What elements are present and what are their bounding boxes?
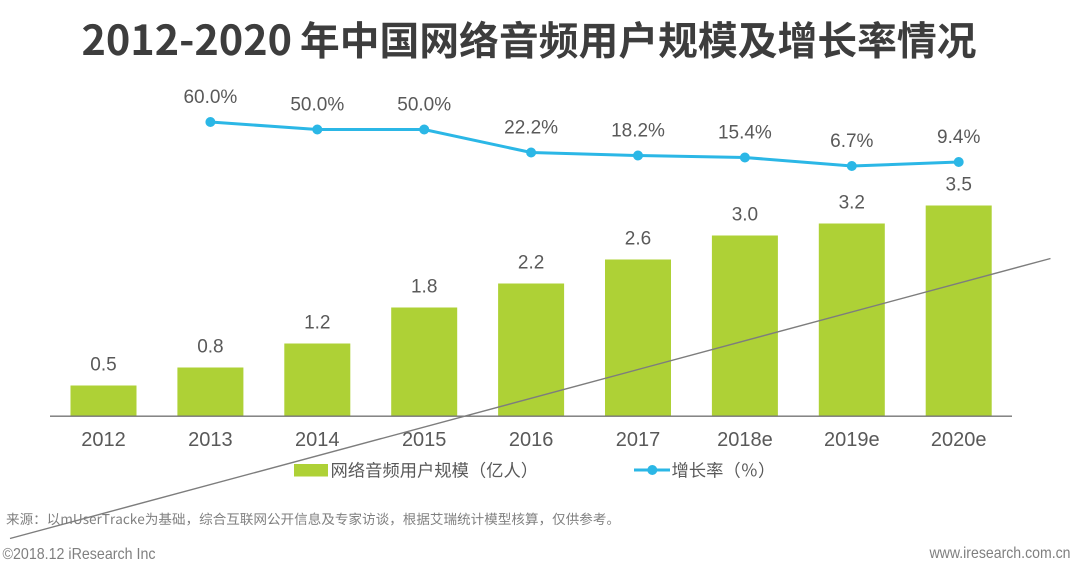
- svg-text:60.0%: 60.0%: [183, 87, 237, 108]
- svg-text:15.4%: 15.4%: [718, 123, 772, 144]
- svg-text:22.2%: 22.2%: [504, 118, 558, 139]
- svg-text:2015: 2015: [402, 429, 447, 451]
- svg-text:3.5: 3.5: [945, 175, 971, 196]
- svg-text:3.0: 3.0: [732, 205, 758, 226]
- svg-text:2013: 2013: [188, 429, 233, 451]
- svg-text:2.6: 2.6: [625, 229, 651, 250]
- svg-text:2019e: 2019e: [824, 429, 880, 451]
- svg-text:0.8: 0.8: [197, 337, 223, 358]
- svg-text:6.7%: 6.7%: [830, 131, 873, 152]
- svg-text:0.5: 0.5: [90, 355, 116, 376]
- svg-text:©2018.12 iResearch Inc: ©2018.12 iResearch Inc: [3, 546, 156, 563]
- svg-text:2016: 2016: [509, 429, 554, 451]
- svg-text:3.2: 3.2: [839, 193, 865, 214]
- svg-text:50.0%: 50.0%: [290, 95, 344, 116]
- svg-text:50.0%: 50.0%: [397, 95, 451, 116]
- svg-text:1.8: 1.8: [411, 277, 437, 298]
- svg-text:18.2%: 18.2%: [611, 121, 665, 142]
- svg-text:2012: 2012: [81, 429, 126, 451]
- svg-text:2.2: 2.2: [518, 253, 544, 274]
- svg-text:2020e: 2020e: [931, 429, 987, 451]
- svg-text:1.2: 1.2: [304, 313, 330, 334]
- svg-text:2018e: 2018e: [717, 429, 773, 451]
- svg-text:www.iresearch.com.cn: www.iresearch.com.cn: [929, 545, 1071, 562]
- svg-text:2017: 2017: [616, 429, 661, 451]
- svg-text:9.4%: 9.4%: [937, 127, 980, 148]
- svg-text:2014: 2014: [295, 429, 340, 451]
